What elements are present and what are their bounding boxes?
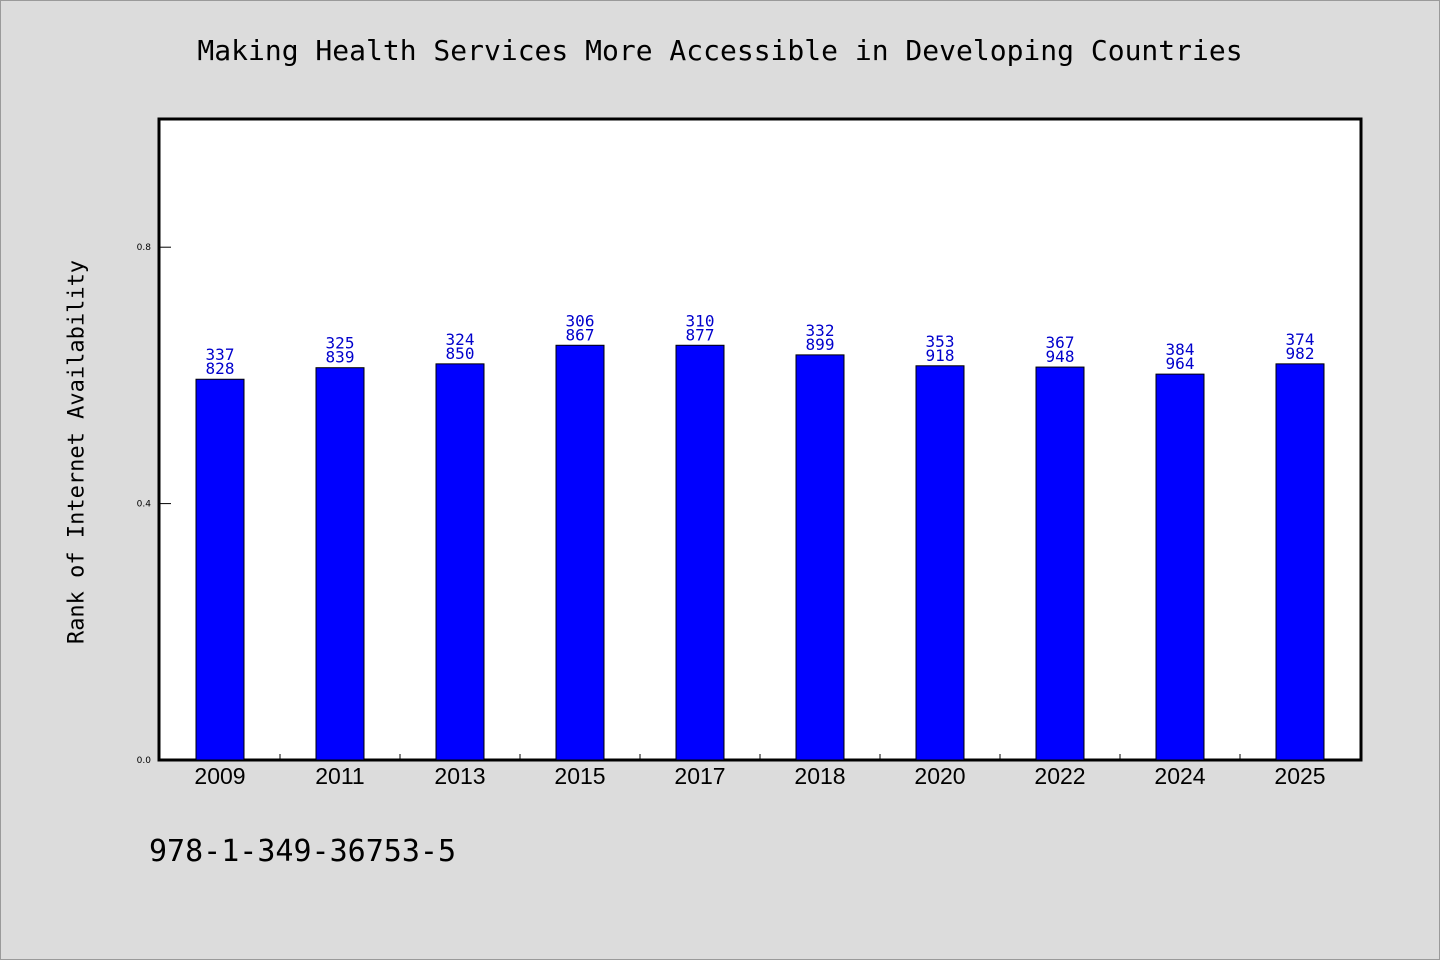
x-tick-label: 2017 [674, 763, 725, 789]
bar-label-bottom: 948 [1046, 347, 1075, 366]
bar-label-bottom: 918 [926, 346, 955, 365]
bar-label-top: 374 [1286, 330, 1315, 349]
x-tick-label: 2020 [914, 763, 965, 789]
bar-label-top: 367 [1046, 333, 1075, 352]
bar-2018 [795, 354, 845, 761]
bar-label-bottom: 877 [686, 325, 715, 344]
bar-2015 [555, 344, 605, 761]
x-tick-label: 2009 [194, 763, 245, 789]
x-tick-label: 2011 [315, 763, 364, 789]
bar-label-top: 332 [806, 321, 835, 340]
x-tick-label: 2024 [1154, 763, 1205, 789]
chart-title: Making Health Services More Accessible i… [197, 34, 1243, 67]
bar-label-top: 324 [446, 330, 475, 349]
y-tick-label: 0.8 [137, 243, 152, 253]
x-tick-label: 2018 [794, 763, 845, 789]
bar-label-bottom: 850 [446, 344, 475, 363]
bar-2024 [1155, 373, 1205, 761]
bar-label-bottom: 982 [1286, 344, 1315, 363]
x-tick-label: 2015 [554, 763, 605, 789]
bar-label-top: 306 [566, 311, 595, 330]
bar-2009 [195, 378, 245, 761]
bar-2013 [435, 363, 485, 761]
bar-label-bottom: 839 [326, 348, 355, 367]
bars-layer [195, 344, 1325, 761]
bar-label-top: 310 [686, 311, 715, 330]
bar-label-bottom: 828 [206, 359, 235, 378]
x-tick-label: 2013 [434, 763, 485, 789]
isbn-code: 978-1-349-36753-5 [149, 834, 457, 869]
bar-2022 [1035, 366, 1085, 761]
axis-layer: 2009 2011 2013 2015 2017 2018 2020 2022 2024 2025… [137, 243, 1326, 789]
x-tick-label: 2025 [1274, 763, 1325, 789]
y-tick-label: 0.4 [137, 500, 152, 510]
bar-2020 [915, 365, 965, 761]
bar-label-top: 337 [206, 345, 235, 364]
bar-label-bottom: 867 [566, 325, 595, 344]
bar-label-top: 325 [326, 334, 355, 353]
x-tick-label: 2022 [1034, 763, 1085, 789]
bar-2011 [315, 367, 365, 761]
bar-label-bottom: 899 [806, 335, 835, 354]
y-tick-label: 0.0 [137, 756, 152, 766]
bar-label-bottom: 964 [1166, 354, 1195, 373]
bar-2017 [675, 344, 725, 761]
bar-2025 [1275, 363, 1325, 761]
bar-label-top: 353 [926, 332, 955, 351]
bar-label-top: 384 [1166, 340, 1195, 359]
